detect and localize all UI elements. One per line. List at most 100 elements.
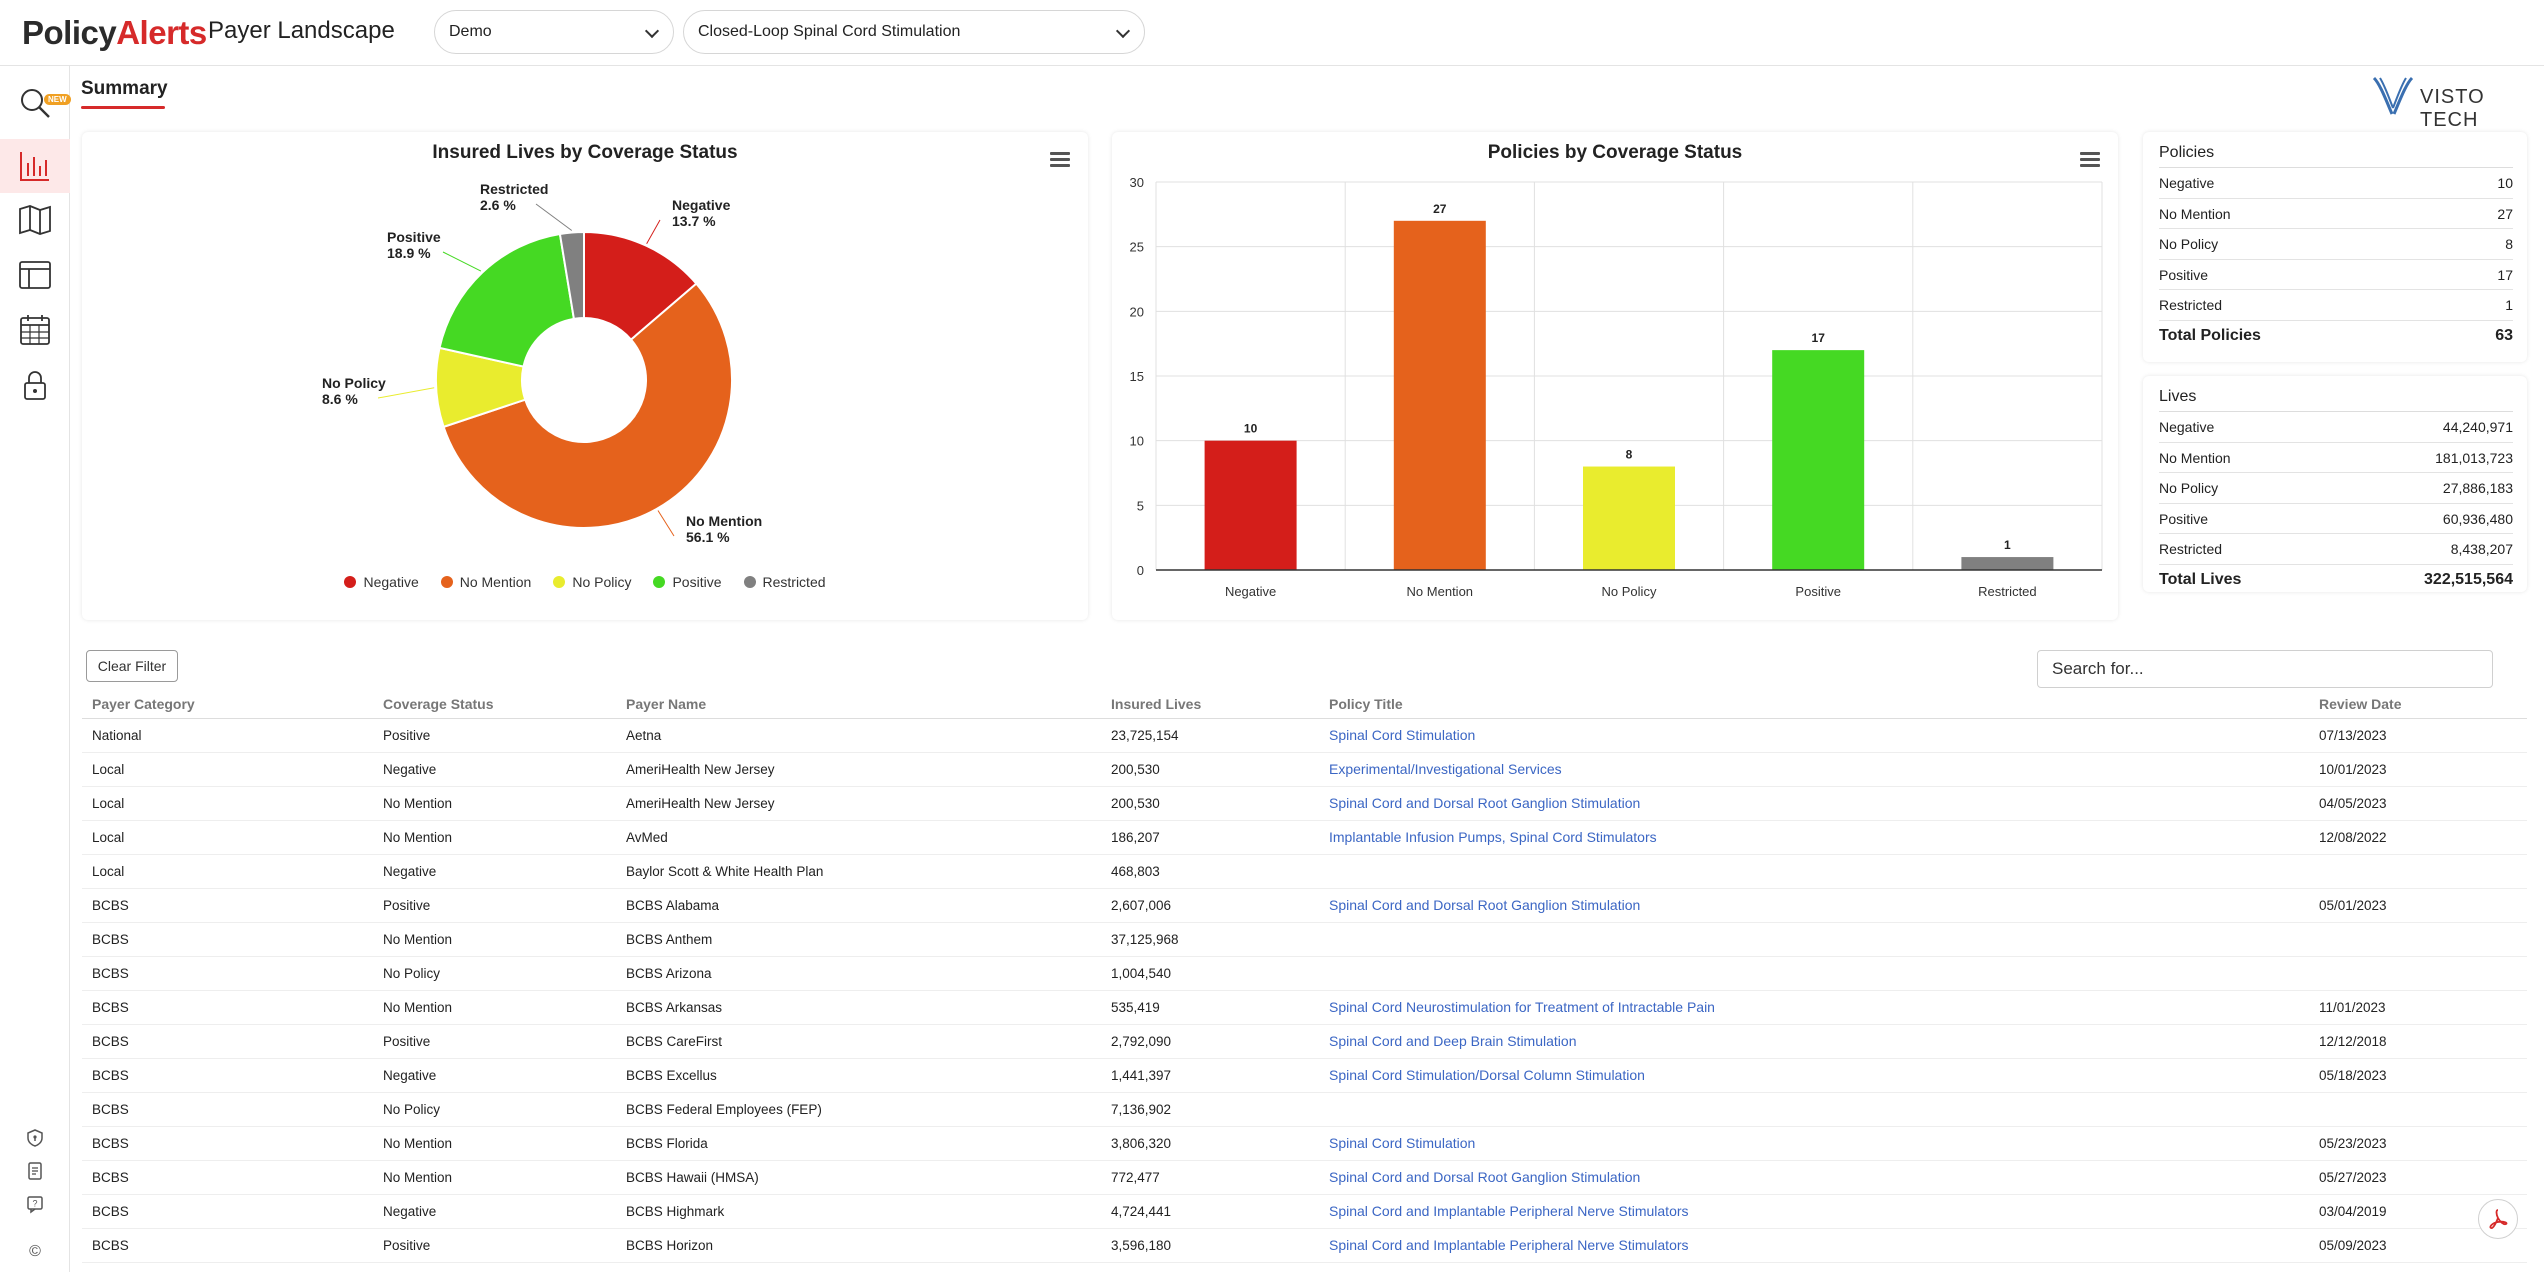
- cell-payer-category: BCBS: [82, 1160, 373, 1195]
- policyalerts-logo[interactable]: PolicyAlerts: [22, 14, 207, 52]
- cell-policy-title: Spinal Cord and Dorsal Root Ganglion Sti…: [1319, 1160, 2309, 1195]
- policy-title-link[interactable]: Spinal Cord and Dorsal Root Ganglion Sti…: [1329, 1169, 1641, 1185]
- cell-payer-name: AmeriHealth New Jersey: [616, 786, 1101, 821]
- pie-slice-no-mention[interactable]: [442, 282, 733, 529]
- column-header-policy-title[interactable]: Policy Title: [1319, 690, 2309, 719]
- legend-item-no-policy[interactable]: No Policy: [553, 574, 631, 590]
- cell-payer-category: BCBS: [82, 922, 373, 957]
- sidebar-item-lock[interactable]: [0, 358, 70, 412]
- column-header-coverage-status[interactable]: Coverage Status: [373, 690, 616, 719]
- svg-text:?: ?: [32, 1199, 37, 1209]
- sidebar-item-map[interactable]: [0, 193, 70, 247]
- legend-item-restricted[interactable]: Restricted: [743, 574, 826, 590]
- sidebar-item-search[interactable]: NEW: [0, 76, 71, 130]
- legend-dot: [653, 576, 666, 588]
- cell-payer-category: BCBS: [82, 1194, 373, 1229]
- policies-total-value: 63: [2495, 326, 2513, 344]
- tab-summary[interactable]: Summary: [81, 78, 168, 99]
- policy-title-link[interactable]: Spinal Cord Stimulation: [1329, 1135, 1476, 1151]
- cell-review-date: [2309, 1092, 2527, 1127]
- cell-insured-lives: 200,530: [1101, 752, 1319, 787]
- sidebar-footer-privacy[interactable]: [0, 1126, 70, 1150]
- policies-summary-label: No Mention: [2159, 205, 2231, 222]
- bar-value-label: 1: [2004, 538, 2011, 552]
- legend-item-negative[interactable]: Negative: [344, 574, 419, 590]
- cell-policy-title: Spinal Cord Stimulation: [1319, 1126, 2309, 1161]
- policy-title-link[interactable]: Spinal Cord and Implantable Peripheral N…: [1329, 1203, 1689, 1219]
- sidebar-footer-terms[interactable]: [0, 1159, 70, 1183]
- pie-chart-menu-icon[interactable]: [1050, 152, 1070, 168]
- document-icon: [28, 1162, 42, 1180]
- bar-chart-menu-icon[interactable]: [2080, 152, 2100, 168]
- cell-payer-name: BCBS Arkansas: [616, 990, 1101, 1025]
- table-row: BCBS Negative BCBS Highmark 4,724,441 Spinal…: [82, 1194, 2527, 1229]
- cell-policy-title: [1319, 1092, 2309, 1127]
- policy-title-link[interactable]: Spinal Cord and Implantable Peripheral N…: [1329, 1237, 1689, 1253]
- legend-dot: [743, 576, 756, 588]
- policy-title-link[interactable]: Implantable Infusion Pumps, Spinal Cord …: [1329, 829, 1657, 845]
- bar-no-policy[interactable]: [1583, 466, 1675, 570]
- policy-title-link[interactable]: Spinal Cord Stimulation: [1329, 727, 1476, 743]
- policy-title-link[interactable]: Spinal Cord and Dorsal Root Ganglion Sti…: [1329, 795, 1641, 811]
- bar-value-label: 17: [1812, 331, 1826, 345]
- pie-slice-restricted[interactable]: [558, 230, 585, 320]
- pie-label-value: 8.6 %: [322, 391, 358, 407]
- cell-insured-lives: 23,725,154: [1101, 718, 1319, 753]
- logo-text-policy: Policy: [22, 14, 117, 51]
- table-row: BCBS No Policy BCBS Arizona 1,004,540: [82, 956, 2527, 991]
- cell-payer-category: BCBS: [82, 1228, 373, 1263]
- cell-review-date: 12/08/2022: [2309, 820, 2527, 855]
- policies-total-row: Total Policies 63: [2159, 321, 2513, 352]
- cell-payer-name: BCBS Anthem: [616, 922, 1101, 957]
- y-tick-label: 30: [1130, 175, 1144, 190]
- legend-item-no-mention[interactable]: No Mention: [440, 574, 531, 590]
- lives-summary-row-restricted: Restricted 8,438,207: [2159, 534, 2513, 565]
- cell-coverage-status: Negative: [373, 854, 616, 889]
- column-header-payer-category[interactable]: Payer Category: [82, 690, 373, 719]
- cell-payer-name: BCBS Hawaii (HMSA): [616, 1160, 1101, 1195]
- sidebar-item-layout[interactable]: [0, 248, 70, 302]
- sidebar-footer-help[interactable]: ?: [0, 1192, 70, 1216]
- search-input[interactable]: [2037, 650, 2493, 688]
- pie-slice-positive[interactable]: [438, 232, 576, 368]
- column-header-insured-lives[interactable]: Insured Lives: [1101, 690, 1319, 719]
- pdf-export-button[interactable]: [2478, 1199, 2518, 1239]
- project-select[interactable]: Demo: [434, 10, 674, 54]
- cell-policy-title: Spinal Cord and Dorsal Root Ganglion Sti…: [1319, 888, 2309, 923]
- policy-title-link[interactable]: Spinal Cord Stimulation/Dorsal Column St…: [1329, 1067, 1645, 1083]
- x-tick-label: Restricted: [1978, 584, 2037, 599]
- lives-summary: Lives Negative 44,240,971 No Mention 181,01…: [2143, 376, 2527, 592]
- column-header-payer-name[interactable]: Payer Name: [616, 690, 1101, 719]
- policy-select[interactable]: Closed-Loop Spinal Cord Stimulation: [683, 10, 1145, 54]
- bar-negative[interactable]: [1204, 440, 1297, 570]
- cell-coverage-status: No Mention: [373, 922, 616, 957]
- policies-summary: Policies Negative 10 No Mention 27 No Policy…: [2143, 132, 2527, 362]
- cell-review-date: [2309, 956, 2527, 991]
- legend-item-positive[interactable]: Positive: [653, 574, 722, 590]
- tab-summary-underline: [81, 106, 165, 109]
- cell-review-date: 05/01/2023: [2309, 888, 2527, 923]
- bar-positive[interactable]: [1772, 350, 1865, 570]
- policy-title-link[interactable]: Spinal Cord Neurostimulation for Treatme…: [1329, 999, 1715, 1015]
- policy-title-link[interactable]: Experimental/Investigational Services: [1329, 761, 1562, 777]
- cell-review-date: 05/27/2023: [2309, 1160, 2527, 1195]
- bar-restricted[interactable]: [1961, 557, 2054, 570]
- shield-icon: [27, 1129, 43, 1147]
- cell-review-date: 05/23/2023: [2309, 1126, 2527, 1161]
- cell-policy-title: Spinal Cord and Implantable Peripheral N…: [1319, 1228, 2309, 1263]
- sidebar-item-dashboard[interactable]: [0, 139, 70, 193]
- cell-payer-name: Baylor Scott & White Health Plan: [616, 854, 1101, 889]
- cell-coverage-status: Negative: [373, 1058, 616, 1093]
- clear-filter-button[interactable]: Clear Filter: [86, 650, 178, 682]
- cell-coverage-status: No Mention: [373, 990, 616, 1025]
- cell-coverage-status: Negative: [373, 1194, 616, 1229]
- lives-summary-value: 44,240,971: [2442, 419, 2513, 435]
- sidebar-item-calendar[interactable]: [0, 303, 70, 357]
- policy-title-link[interactable]: Spinal Cord and Deep Brain Stimulation: [1329, 1033, 1577, 1049]
- table-row: BCBS Positive BCBS Alabama 2,607,006 Spinal …: [82, 888, 2527, 923]
- cell-policy-title: Spinal Cord Stimulation/Dorsal Column St…: [1319, 1058, 2309, 1093]
- bar-no-mention[interactable]: [1393, 220, 1486, 571]
- column-header-review-date[interactable]: Review Date: [2309, 690, 2527, 719]
- policy-title-link[interactable]: Spinal Cord and Dorsal Root Ganglion Sti…: [1329, 897, 1641, 913]
- cell-policy-title: [1319, 922, 2309, 957]
